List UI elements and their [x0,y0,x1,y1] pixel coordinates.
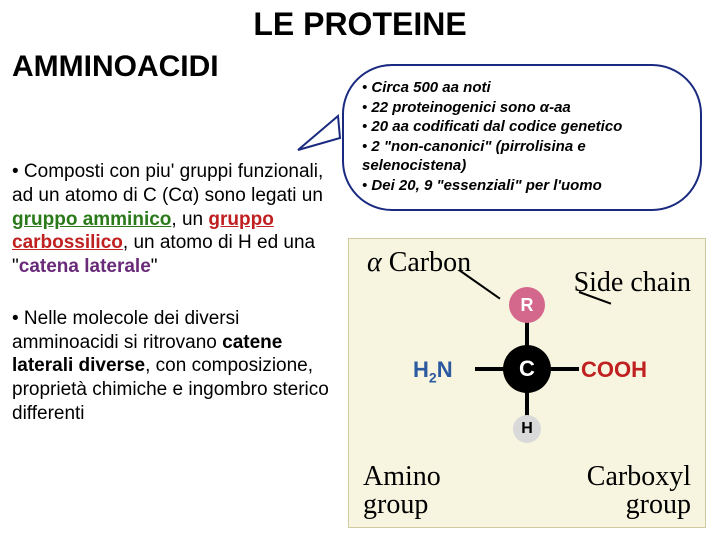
side-chain-term: catena laterale [19,256,151,277]
label-side-chain: Side chain [574,267,691,299]
formula-h2n: H2N [413,357,453,385]
atom-c: C [503,345,551,393]
amino-acid-diagram: α α CarbonCarbon Side chain Amino group … [348,238,706,528]
bubble-item: • Circa 500 aa noti [362,78,682,98]
label-carboxyl2: group [626,489,691,521]
atom-h: H [513,415,541,443]
bubble-item: • 20 aa codificati dal codice genetico [362,117,682,137]
bubble-item: • 2 "non-canonici" (pirrolisina e seleno… [362,137,682,176]
label-amino2: group [363,489,428,521]
section-title: AMMINOACIDI [12,50,219,84]
paragraph-1: • Composti con piu' gruppi funzionali, a… [12,160,332,279]
atom-r: R [509,287,545,323]
bubble-item: • Dei 20, 9 "essenziali" per l'uomo [362,176,682,196]
page-title: LE PROTEINE [0,0,720,43]
link-amino-group[interactable]: gruppo amminico [12,209,171,230]
paragraph-2: • Nelle molecole dei diversi amminoacidi… [12,307,332,426]
label-alpha-carbon: α α CarbonCarbon [367,247,471,279]
body-text: • Composti con piu' gruppi funzionali, a… [12,160,332,454]
facts-bubble: • Circa 500 aa noti • 22 proteinogenici … [342,64,702,211]
formula-cooh: COOH [581,357,647,383]
bubble-item: • 22 proteinogenici sono α-aa [362,98,682,118]
